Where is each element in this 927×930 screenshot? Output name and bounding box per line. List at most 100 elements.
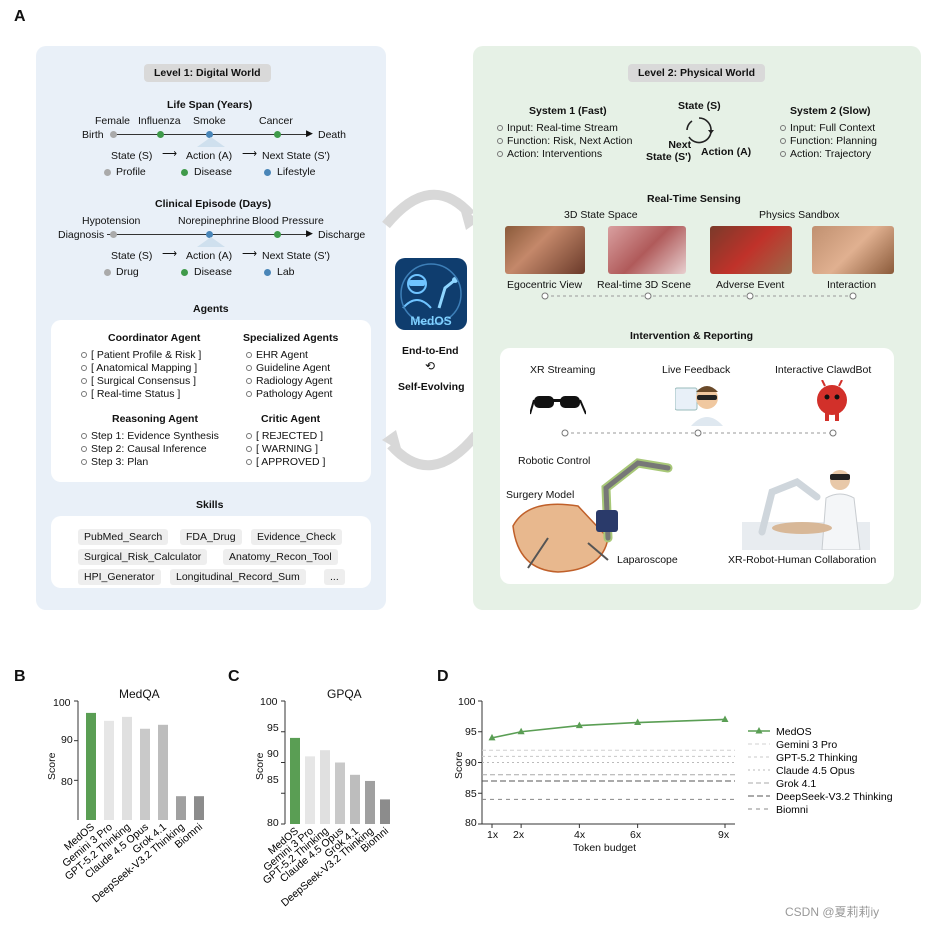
reasoning-item: Step 2: Causal Inference <box>81 443 207 455</box>
event-norepinephrine: Norepinephrine <box>178 215 250 227</box>
clawdbot-label: Interactive ClawdBot <box>775 364 872 376</box>
ring-icon <box>780 125 786 132</box>
coordinator-item: [ Anatomical Mapping ] <box>81 362 197 374</box>
chart-d-tick: 90 <box>465 757 477 769</box>
arrow-head: ▶ <box>306 228 313 238</box>
bar-claude-4-5-opus <box>335 762 345 824</box>
skill-chip: HPI_Generator <box>78 569 161 585</box>
series-medos-point <box>517 727 525 735</box>
chart-d-tick: 95 <box>465 726 477 738</box>
bar-biomni <box>380 799 390 824</box>
ring-icon <box>780 138 786 145</box>
series-medos-line <box>491 718 726 739</box>
ring-icon <box>81 391 87 398</box>
bar-gpt-5-2-thinking <box>320 750 330 824</box>
watermark: CSDN @夏莉莉iy <box>785 905 880 919</box>
event-cancer: Cancer <box>259 115 293 127</box>
xr-glasses-icon <box>530 396 586 415</box>
event-blood-pressure: Blood Pressure <box>252 215 324 227</box>
self-evolving: Self-Evolving <box>398 381 465 393</box>
series-medos-point <box>575 721 583 729</box>
coordinator-item: [ Surgical Consensus ] <box>81 375 196 387</box>
cycle-arrows <box>382 189 480 471</box>
bar-gemini-3-pro <box>104 720 114 820</box>
series-medos-point <box>721 715 729 722</box>
skill-chip: Anatomy_Recon_Tool <box>223 549 338 565</box>
drug-dot <box>110 231 117 238</box>
ring-icon <box>246 446 252 453</box>
caption-3d-scene: Real-time 3D Scene <box>597 279 691 291</box>
intervention-connector <box>561 429 837 437</box>
legend-label-gemini-3-pro: Gemini 3 Pro <box>776 739 837 751</box>
lifespan-title: Life Span (Years) <box>167 99 253 111</box>
arrow: ⟶ <box>162 148 178 160</box>
chart-c-title: GPQA <box>327 687 362 701</box>
ring-icon <box>497 151 503 158</box>
bar-gpt-5-2-thinking <box>122 716 132 820</box>
robotic-control-label: Robotic Control <box>518 455 591 467</box>
specialized-title: Specialized Agents <box>243 332 339 344</box>
chart-c-tick: 95 <box>267 722 279 734</box>
skill-chip: ... <box>324 569 345 585</box>
chart-d-xtick: 1x <box>487 829 499 841</box>
chart-b-tick: 100 <box>53 697 71 709</box>
bar-medos <box>290 737 300 824</box>
system1-item: Input: Real-time Stream <box>497 122 618 134</box>
reasoning-title: Reasoning Agent <box>112 413 198 425</box>
ring-icon <box>81 378 87 385</box>
legend-label-biomni: Biomni <box>776 804 808 816</box>
cycle-arc-top <box>382 189 475 229</box>
ring-icon <box>81 352 87 359</box>
ring-icon <box>497 125 503 132</box>
arrow: ⟶ <box>162 248 178 260</box>
lab-dot <box>206 231 213 238</box>
next-state-label: Next State (S') <box>262 150 330 162</box>
lifestyle-dot <box>206 131 213 138</box>
legend-label-medos: MedOS <box>776 726 812 738</box>
panel-letter-a: A <box>14 8 26 25</box>
series-medos-point <box>488 733 496 741</box>
system1-title: System 1 (Fast) <box>529 105 607 117</box>
skill-chip: FDA_Drug <box>180 529 242 545</box>
chart-d-tick: 85 <box>465 788 477 800</box>
legend-dot <box>104 169 111 176</box>
bar-gemini-3-pro <box>305 756 315 824</box>
system2-item: Function: Planning <box>780 135 877 147</box>
critic-item: [ REJECTED ] <box>246 430 323 442</box>
system2-item: Input: Full Context <box>780 122 875 134</box>
agents-title: Agents <box>193 303 229 315</box>
sensing-connector <box>541 292 857 300</box>
legend-label-grok-4-1: Grok 4.1 <box>776 778 816 790</box>
system2-item: Action: Trajectory <box>780 148 871 160</box>
disease-dot <box>157 131 164 138</box>
legend-label-gpt-5-2-thinking: GPT-5.2 Thinking <box>776 752 858 764</box>
critic-item: [ WARNING ] <box>246 443 318 455</box>
legend-label-claude-4-5-opus: Claude 4.5 Opus <box>776 765 855 777</box>
panel-letter-d: D <box>437 668 449 685</box>
intervention-title: Intervention & Reporting <box>630 330 754 342</box>
state-label: State (S) <box>111 150 153 162</box>
laparoscope-label: Laparoscope <box>617 554 678 566</box>
arrow-head: ▶ <box>306 128 313 138</box>
cycle-arc-bottom <box>387 431 480 471</box>
xr-robot-human-illustration <box>742 470 870 550</box>
state-wedge <box>197 237 225 247</box>
legend-lifestyle: Lifestyle <box>277 166 316 178</box>
refresh-icon <box>686 117 714 144</box>
legend-dot <box>104 269 111 276</box>
sensing-title: Real-Time Sensing <box>647 193 741 205</box>
arrow-head-icon <box>382 430 402 452</box>
legend-dot <box>264 269 271 276</box>
event-influenza: Influenza <box>138 115 181 127</box>
coordinator-title: Coordinator Agent <box>108 332 201 344</box>
ring-icon <box>246 352 252 359</box>
ring-icon <box>246 365 252 372</box>
chart-b-tick: 90 <box>61 734 73 746</box>
episode-title: Clinical Episode (Days) <box>155 198 272 210</box>
episode-start: Diagnosis <box>58 229 105 241</box>
interaction-image <box>812 226 894 274</box>
end-to-end: End-to-End <box>402 345 459 357</box>
robot-surgery-illustration <box>512 458 673 573</box>
cycle-state: State (S) <box>678 100 721 112</box>
